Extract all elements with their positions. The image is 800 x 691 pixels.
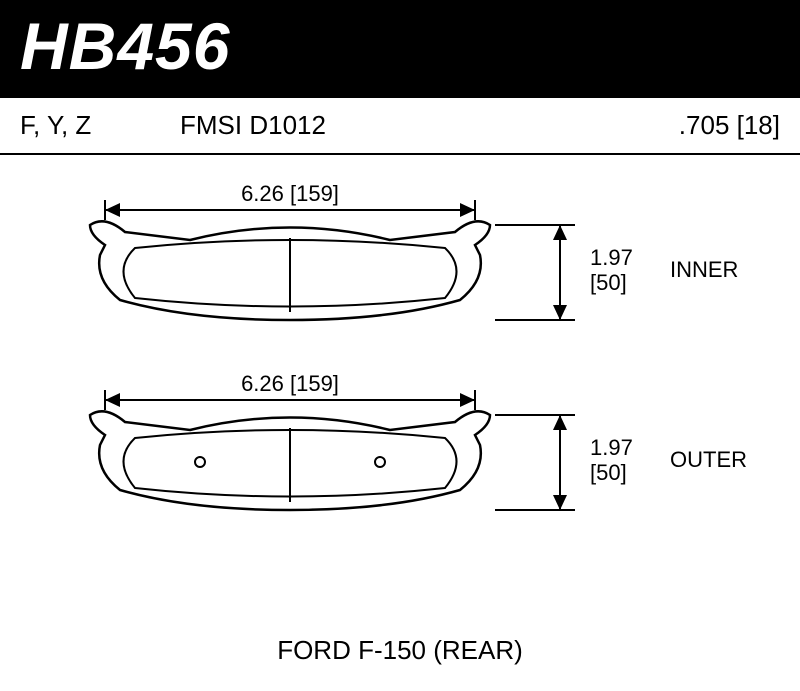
thickness-text: .705 [18] — [580, 110, 780, 141]
fmsi-text: FMSI D1012 — [180, 110, 580, 141]
outer-width-text: 6.26 [159] — [241, 371, 339, 396]
inner-pad-shape — [90, 221, 490, 320]
info-row: F, Y, Z FMSI D1012 .705 [18] — [0, 98, 800, 155]
inner-height-dimension: 1.97 [50] INNER — [495, 225, 738, 320]
diagram-area: 6.26 [159] 1.97 [50] INNER — [0, 155, 800, 625]
inner-label: INNER — [670, 257, 738, 282]
part-number: HB456 — [20, 8, 780, 84]
inner-width-dimension: 6.26 [159] — [105, 181, 475, 220]
brake-pad-diagram: 6.26 [159] 1.97 [50] INNER — [20, 165, 780, 625]
inner-height-line2: [50] — [590, 270, 627, 295]
outer-label: OUTER — [670, 447, 747, 472]
outer-height-line2: [50] — [590, 460, 627, 485]
outer-height-dimension: 1.97 [50] OUTER — [495, 415, 747, 510]
outer-height-line1: 1.97 — [590, 435, 633, 460]
inner-height-line1: 1.97 — [590, 245, 633, 270]
compounds-text: F, Y, Z — [20, 110, 180, 141]
outer-pad-shape — [90, 411, 490, 510]
inner-width-text: 6.26 [159] — [241, 181, 339, 206]
application-text: FORD F-150 (REAR) — [0, 625, 800, 666]
outer-width-dimension: 6.26 [159] — [105, 371, 475, 410]
header-bar: HB456 — [0, 0, 800, 98]
